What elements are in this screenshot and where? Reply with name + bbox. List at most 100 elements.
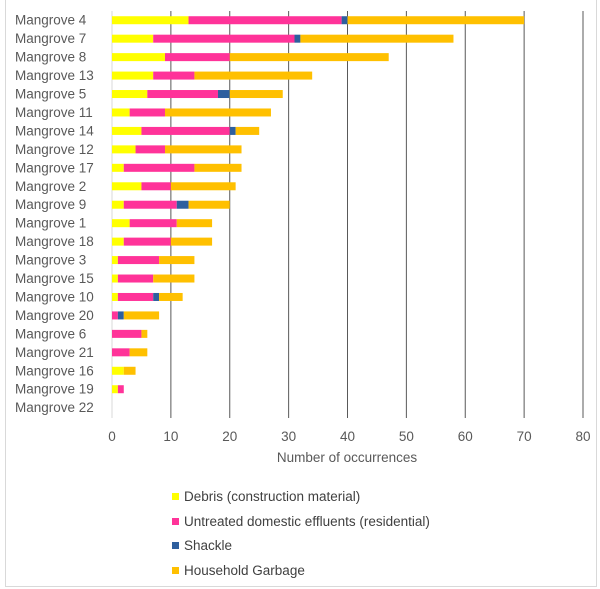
stacked-bar-chart: Mangrove 4 Mangrove 7 Mangrove 8 Mangrove 1… [15,11,591,465]
bar-segment [117,274,154,283]
bar-segment [176,200,189,209]
bar-segment [194,71,313,80]
x-tick-label: 50 [399,429,414,444]
x-axis-title: Number of occurrences [277,450,418,465]
bar-segment [188,200,230,209]
category-label: Mangrove 22 [15,400,94,415]
category-label: Mangrove 5 [15,87,86,102]
bar-segment [112,126,142,135]
x-tick-label: 70 [517,429,532,444]
bar-segment [153,292,160,301]
bar-segment [112,182,142,191]
bar-segment [112,274,118,283]
bar-segment [176,219,213,228]
bar-segment [217,90,230,99]
bar-segment [164,108,271,117]
bar-segment [153,71,195,80]
x-tick-label: 60 [458,429,473,444]
bar-segment [347,16,525,25]
bar-segment [112,329,142,338]
legend-item: Untreated domestic effluents (residentia… [172,509,430,534]
legend: Debris (construction material) Untreated … [172,484,430,583]
bar-segment [300,34,454,43]
category-label: Mangrove 15 [15,271,94,286]
bar-segment [112,53,165,62]
legend-label: Shackle [184,538,233,554]
category-label: Mangrove 13 [15,68,94,83]
bar-segment [117,311,124,320]
category-label: Mangrove 9 [15,197,86,212]
bar-segment [112,71,154,80]
category-label: Mangrove 1 [15,216,86,231]
bar-segment [170,182,236,191]
category-label: Mangrove 4 [15,13,87,28]
bar-segment [112,200,124,209]
bar-segment [112,16,189,25]
bar-segment [294,34,301,43]
x-tick-label: 20 [222,429,237,444]
category-label: Mangrove 14 [15,123,94,138]
bar-segment [147,90,218,99]
bar-segment [164,53,230,62]
category-label: Mangrove 16 [15,363,94,378]
bar-segment [164,145,242,154]
bar-segment [141,126,230,135]
category-label: Mangrove 18 [15,234,94,249]
category-label: Mangrove 20 [15,308,94,323]
x-tick-label: 10 [163,429,178,444]
bar-segment [341,16,348,25]
category-label: Mangrove 12 [15,142,94,157]
bar-segment [112,219,130,228]
category-label: Mangrove 17 [15,160,94,175]
bar-segment [194,163,242,172]
bar-segment [123,200,177,209]
bar-segment [112,34,154,43]
bar-segment [188,16,342,25]
chart-frame [5,0,597,587]
bar-segment [123,237,171,246]
bar-segment [112,90,148,99]
bar-segment [129,219,177,228]
category-label: Mangrove 11 [15,105,93,120]
bar-segment [229,126,236,135]
bar-segment [117,292,154,301]
bar-segment [112,237,124,246]
category-label: Mangrove 21 [15,345,94,360]
bar-segment [153,34,295,43]
bar-segment [229,53,389,62]
legend-swatch [172,542,179,550]
bar-segment [112,348,130,357]
bar-segment [112,366,124,375]
legend-label: Household Garbage [184,562,305,578]
x-tick-label: 40 [340,429,355,444]
bar-segment [159,256,195,265]
category-label: Mangrove 19 [15,382,94,397]
bar-segment [153,274,195,283]
bar-segment [112,256,118,265]
category-label: Mangrove 3 [15,253,86,268]
category-label: Mangrove 7 [15,31,86,46]
bar-segment [112,311,118,320]
bar-segment [123,163,195,172]
bar-segment [123,366,136,375]
bar-segment [112,163,124,172]
bar-segment [141,329,148,338]
bar-segment [112,385,118,394]
bar-segment [235,126,260,135]
bar-segment [159,292,183,301]
legend-swatch [172,517,179,525]
bar-segment [141,182,171,191]
legend-label: Debris (construction material) [184,488,361,504]
bar-segment [112,108,130,117]
bar-segment [112,292,118,301]
category-label: Mangrove 8 [15,50,86,65]
bar-segment [112,145,136,154]
x-tick-label: 30 [281,429,296,444]
x-tick-label: 0 [108,429,116,444]
bar-segment [170,237,213,246]
legend-label: Untreated domestic effluents (residentia… [184,513,430,529]
category-label: Mangrove 2 [15,179,86,194]
legend-item: Debris (construction material) [172,484,430,509]
bar-segment [117,256,160,265]
legend-swatch [172,566,179,574]
